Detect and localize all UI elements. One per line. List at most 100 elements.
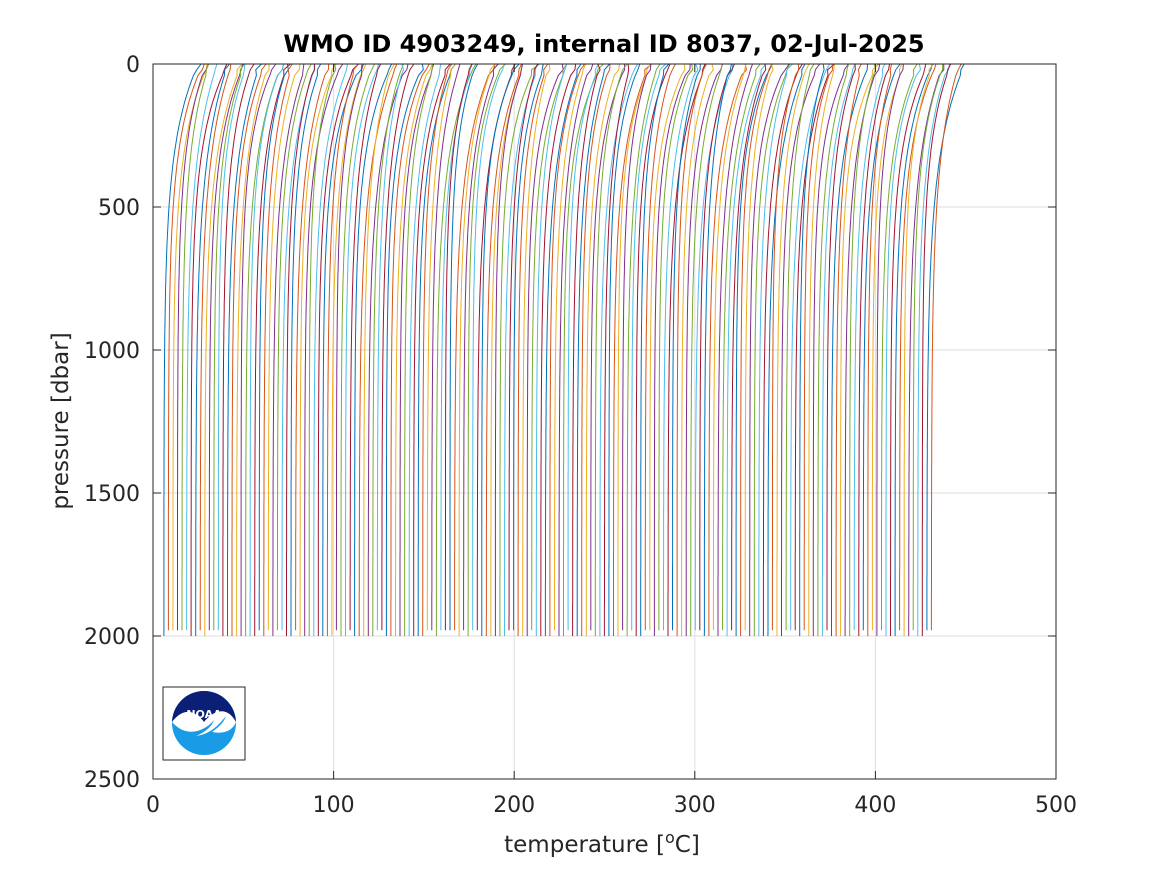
profile-line (404, 63, 434, 636)
profile-line (172, 63, 208, 631)
profile-line (331, 63, 367, 636)
x-tick-labels: 0 100 200 300 400 500 (146, 793, 1077, 818)
x-axis-label-superscript: o (665, 828, 675, 847)
profile-line (417, 63, 456, 636)
profile-line (653, 63, 691, 636)
profile-line (903, 63, 934, 636)
profile-line (790, 63, 831, 631)
profile-line (513, 63, 544, 631)
profile-line (649, 63, 686, 631)
profile-line (876, 63, 904, 636)
profile-line (463, 63, 499, 631)
profile-line (208, 63, 244, 631)
profile-line (358, 63, 398, 636)
profile-line (731, 63, 767, 631)
profile-line (785, 63, 815, 631)
profile-line (572, 63, 601, 636)
profile-line (817, 63, 850, 636)
profile-line (395, 63, 433, 636)
profile-line (776, 63, 810, 636)
y-tick-labels: 0 500 1000 1500 2000 2500 (84, 53, 140, 793)
x-axis-label: temperature [oC] (504, 828, 700, 858)
profile-line (740, 63, 773, 636)
profile-line (563, 63, 604, 636)
profile-line (840, 63, 880, 636)
profile-line (930, 63, 962, 631)
x-tick-label: 100 (313, 793, 355, 818)
profile-line (195, 63, 230, 636)
profile-line (753, 63, 791, 636)
profile-line (490, 63, 523, 636)
profile-line (167, 63, 205, 631)
noaa-logo-text: NOAA (186, 708, 222, 721)
profile-line (517, 63, 549, 636)
tick-marks (152, 63, 1057, 780)
x-tick-label: 500 (1035, 793, 1077, 818)
x-tick-label: 0 (146, 793, 160, 818)
profile-line (485, 63, 523, 636)
profile-line (912, 63, 944, 631)
profile-line (281, 63, 316, 631)
profile-line (217, 63, 246, 631)
profile-line (222, 63, 255, 636)
profile-line (781, 63, 821, 636)
x-axis-label-main: temperature [ (504, 832, 665, 858)
profile-line (376, 63, 405, 631)
profile-line (821, 63, 856, 636)
profile-line (535, 63, 568, 636)
profile-line (926, 63, 965, 631)
profile-line (867, 63, 893, 636)
profile-line (435, 63, 477, 636)
profile-line (231, 63, 267, 636)
profile-line (313, 63, 348, 636)
profile-lines (163, 63, 965, 637)
profile-line (431, 63, 461, 631)
profile-line (762, 63, 803, 636)
profile-line (708, 63, 747, 636)
profile-line (290, 63, 322, 636)
profile-line (853, 63, 886, 631)
profile-line (467, 63, 506, 636)
profile-line (635, 63, 671, 636)
profile-line (899, 63, 937, 631)
profile-line (295, 63, 330, 631)
profile-line (227, 63, 262, 636)
y-tick-label: 2500 (84, 768, 140, 793)
profile-line (681, 63, 714, 636)
profile-line (690, 63, 723, 636)
profile-line (622, 63, 652, 631)
profile-line (299, 63, 337, 636)
profile-line (826, 63, 856, 631)
profile-line (163, 63, 202, 636)
profile-line (326, 63, 359, 636)
profile-line (712, 63, 747, 631)
profile-line (608, 63, 641, 636)
profile-line (286, 63, 315, 636)
profile-line (885, 63, 921, 636)
profile-line (617, 63, 652, 636)
profile-line (812, 63, 849, 636)
profile-line (481, 63, 520, 636)
profile-line (917, 63, 951, 636)
profile-line (322, 63, 363, 636)
profile-line (890, 63, 927, 636)
x-tick-label: 300 (674, 793, 716, 818)
profile-line (340, 63, 375, 636)
profile-line (722, 63, 761, 631)
profile-line (540, 63, 577, 636)
profile-line (576, 63, 610, 636)
profile-line (767, 63, 806, 637)
profile-line (613, 63, 652, 636)
y-tick-label: 1000 (84, 339, 140, 364)
profile-line (831, 63, 868, 636)
profile-line (199, 63, 232, 631)
profile-line (644, 63, 676, 631)
profile-line (835, 63, 862, 636)
profile-line (258, 63, 289, 631)
profile-line (626, 63, 661, 636)
profile-line (771, 63, 800, 631)
y-tick-label: 0 (126, 53, 140, 78)
profile-line (599, 63, 639, 636)
profile-line (385, 63, 424, 636)
